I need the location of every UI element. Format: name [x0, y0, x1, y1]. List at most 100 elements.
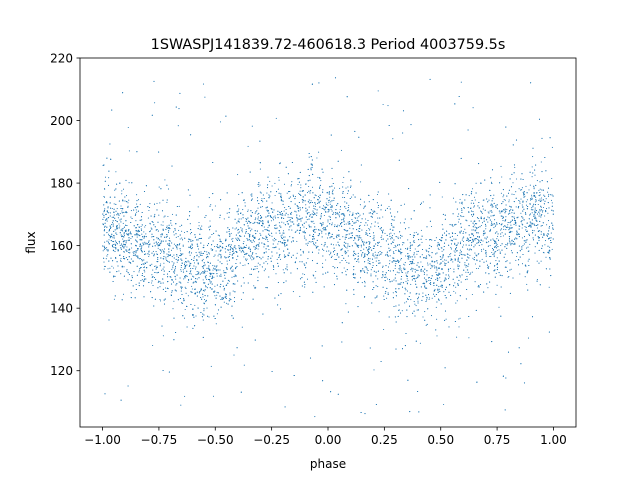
data-point	[491, 251, 493, 254]
data-point	[485, 252, 487, 254]
data-point	[332, 182, 334, 185]
data-point	[287, 214, 289, 216]
data-point	[204, 295, 206, 297]
data-point	[357, 230, 359, 232]
data-point	[332, 244, 335, 246]
data-point	[514, 166, 516, 168]
data-point	[238, 239, 241, 241]
data-point	[220, 199, 222, 201]
data-point	[375, 260, 377, 262]
data-point	[231, 270, 233, 272]
data-point	[540, 260, 542, 262]
data-point	[437, 244, 439, 246]
data-point	[163, 266, 165, 268]
data-point	[192, 267, 194, 270]
data-point	[454, 259, 456, 261]
data-point	[302, 224, 304, 226]
data-point	[324, 243, 326, 245]
data-point	[306, 219, 308, 221]
data-point	[328, 199, 331, 201]
data-point	[370, 226, 372, 228]
data-point	[215, 250, 217, 252]
data-point	[391, 235, 394, 237]
data-point	[159, 239, 161, 241]
data-point	[254, 219, 256, 221]
data-point	[120, 243, 123, 245]
data-point	[186, 231, 188, 233]
data-point	[232, 269, 234, 271]
data-point	[234, 246, 236, 248]
data-point	[392, 138, 394, 140]
data-point	[121, 190, 123, 192]
data-point	[329, 203, 331, 205]
data-point	[245, 252, 247, 255]
data-point	[336, 278, 338, 280]
data-point	[270, 191, 272, 193]
data-point	[228, 233, 230, 235]
data-point	[290, 185, 292, 187]
data-point	[377, 278, 379, 280]
data-point	[382, 266, 384, 269]
data-point	[144, 253, 146, 255]
data-point	[327, 199, 329, 201]
data-point	[190, 303, 192, 306]
data-point	[339, 262, 341, 264]
data-point	[430, 267, 432, 269]
data-point	[464, 228, 466, 230]
data-point	[203, 271, 205, 273]
data-point	[530, 207, 533, 209]
data-point	[461, 201, 463, 203]
data-point	[126, 249, 128, 251]
data-point	[240, 218, 242, 220]
data-point	[532, 215, 535, 217]
data-point	[511, 231, 513, 233]
data-point	[247, 247, 250, 249]
data-point	[501, 232, 503, 234]
data-point	[400, 268, 402, 270]
data-point	[171, 256, 173, 258]
data-point	[363, 244, 365, 246]
data-point	[128, 150, 130, 152]
data-point	[539, 198, 541, 200]
data-point	[541, 211, 544, 213]
data-point	[374, 221, 376, 223]
data-point	[483, 248, 485, 250]
data-point	[163, 270, 165, 272]
data-point	[184, 262, 186, 264]
data-point	[464, 279, 467, 281]
data-point	[474, 199, 476, 201]
data-point	[189, 233, 192, 235]
data-point	[537, 203, 539, 206]
data-point	[456, 300, 458, 302]
data-point	[180, 288, 183, 290]
data-point	[121, 228, 123, 230]
data-point	[472, 257, 474, 259]
data-point	[190, 239, 192, 241]
data-point	[453, 238, 455, 240]
data-point	[486, 236, 488, 238]
data-point	[115, 171, 117, 173]
data-point	[216, 247, 219, 249]
data-point	[347, 255, 349, 257]
data-point	[313, 211, 315, 213]
data-point	[138, 258, 140, 260]
data-point	[249, 273, 251, 275]
data-point	[408, 305, 411, 307]
data-point	[503, 208, 505, 211]
data-point	[420, 270, 422, 272]
data-point	[137, 199, 140, 201]
data-point	[265, 287, 267, 289]
data-point	[160, 224, 162, 226]
data-point	[439, 277, 441, 279]
data-point	[391, 236, 393, 238]
data-point	[199, 229, 201, 231]
data-point	[248, 246, 250, 248]
data-point	[221, 297, 223, 299]
data-point	[357, 236, 359, 238]
data-point	[238, 238, 240, 240]
data-point	[217, 234, 219, 236]
data-point	[342, 236, 344, 238]
data-point	[470, 202, 472, 204]
data-point	[539, 191, 541, 194]
data-point	[324, 209, 326, 211]
